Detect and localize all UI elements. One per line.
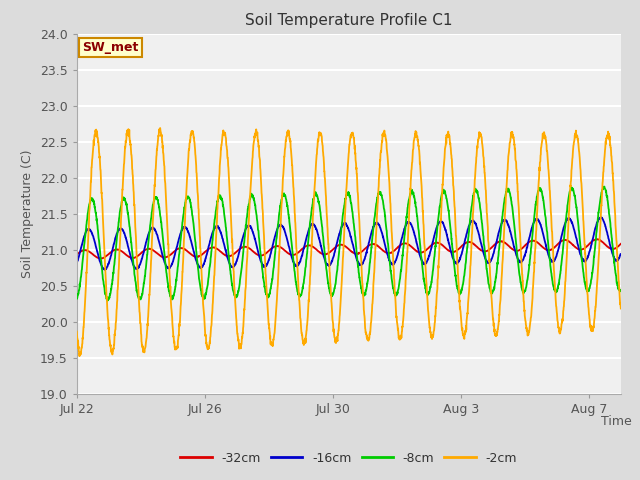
-32cm <box>593 236 601 242</box>
-8cm <box>184 194 191 200</box>
-2cm <box>191 142 198 147</box>
Line: -32cm: -32cm <box>77 239 621 259</box>
-32cm <box>97 256 104 262</box>
-2cm <box>116 245 124 251</box>
-16cm <box>237 243 244 249</box>
-16cm <box>617 251 625 257</box>
-32cm <box>191 253 198 259</box>
-16cm <box>502 218 509 224</box>
-8cm <box>191 231 198 237</box>
-32cm <box>116 247 124 253</box>
-16cm <box>597 215 605 220</box>
-8cm <box>372 202 380 208</box>
-8cm <box>502 192 509 197</box>
-2cm <box>372 229 380 235</box>
Text: SW_met: SW_met <box>82 41 139 54</box>
-8cm <box>116 210 124 216</box>
-32cm <box>237 245 244 251</box>
Title: Soil Temperature Profile C1: Soil Temperature Profile C1 <box>245 13 452 28</box>
-32cm <box>372 242 380 248</box>
-32cm <box>73 252 81 257</box>
-32cm <box>617 241 625 247</box>
-2cm <box>237 341 244 347</box>
-2cm <box>76 353 83 359</box>
Y-axis label: Soil Temperature (C): Soil Temperature (C) <box>21 149 35 278</box>
-8cm <box>73 296 81 301</box>
-8cm <box>104 298 111 304</box>
-8cm <box>617 288 625 294</box>
Legend: -32cm, -16cm, -8cm, -2cm: -32cm, -16cm, -8cm, -2cm <box>175 447 522 469</box>
-16cm <box>372 220 380 226</box>
-16cm <box>116 226 124 231</box>
Line: -2cm: -2cm <box>77 128 621 356</box>
-2cm <box>156 125 164 131</box>
-2cm <box>617 306 625 312</box>
-2cm <box>502 194 509 200</box>
Line: -16cm: -16cm <box>77 217 621 270</box>
-16cm <box>100 267 108 273</box>
-16cm <box>191 251 198 257</box>
-16cm <box>73 261 81 266</box>
-32cm <box>184 248 191 254</box>
-32cm <box>502 240 509 246</box>
-16cm <box>184 227 191 233</box>
X-axis label: Time: Time <box>601 415 632 428</box>
-2cm <box>73 329 81 335</box>
-8cm <box>237 275 244 281</box>
-8cm <box>600 184 608 190</box>
-2cm <box>184 170 191 176</box>
Line: -8cm: -8cm <box>77 187 621 301</box>
